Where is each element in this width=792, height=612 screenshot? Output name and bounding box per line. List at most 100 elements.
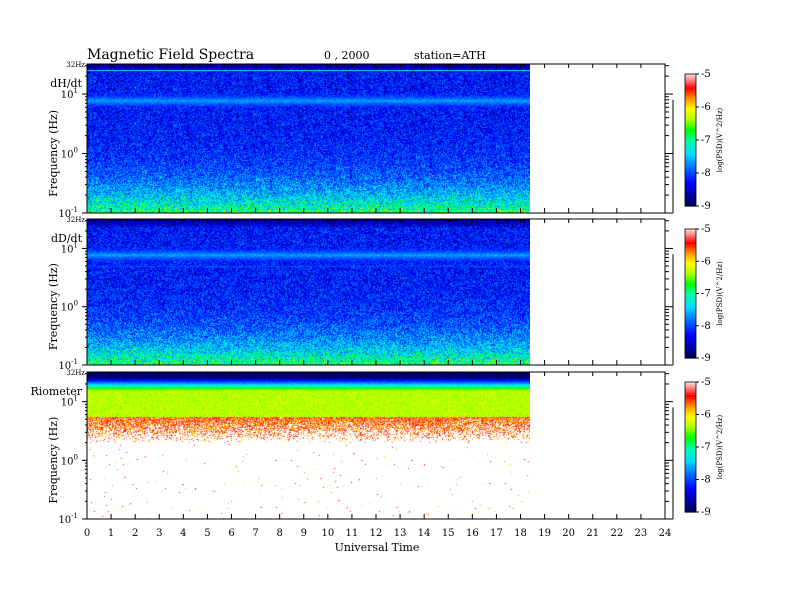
colorbar-swatch bbox=[685, 229, 696, 232]
colorbar-swatch bbox=[685, 235, 696, 239]
colorbar-label: log(PSD)(V^2/Hz) bbox=[716, 414, 724, 479]
colorbar-swatch bbox=[685, 418, 696, 422]
colorbar-swatch bbox=[685, 410, 696, 413]
colorbar-swatch bbox=[685, 256, 696, 260]
colorbar-tick-label: -8 bbox=[701, 321, 711, 332]
colorbar-swatch bbox=[685, 162, 696, 165]
y-tick-label: 100 bbox=[61, 300, 78, 314]
x-tick-label: 13 bbox=[394, 528, 407, 539]
colorbar-swatch bbox=[685, 462, 696, 465]
colorbar-swatch bbox=[685, 338, 696, 342]
colorbar-swatch bbox=[685, 327, 696, 331]
colorbar-swatch bbox=[685, 181, 696, 185]
colorbar-swatch bbox=[685, 302, 696, 305]
x-axis-label: Universal Time bbox=[335, 541, 420, 554]
y-tick-label: 10-1 bbox=[58, 358, 78, 372]
colorbar-swatch bbox=[685, 397, 696, 400]
colorbar-swatch bbox=[685, 109, 696, 112]
x-tick-label: 16 bbox=[466, 528, 479, 539]
colorbar-swatch bbox=[685, 173, 696, 176]
colorbar-swatch bbox=[685, 395, 696, 398]
colorbar-1: -5 -6 -7 -8 -9 log(PSD)(V^2/Hz) bbox=[684, 69, 724, 212]
colorbar-swatch bbox=[685, 325, 696, 329]
colorbar-swatch bbox=[685, 166, 696, 170]
colorbar-label: log(PSD)(V^2/Hz) bbox=[716, 107, 724, 172]
colorbar-tick-label: -8 bbox=[701, 168, 711, 179]
colorbar-swatch bbox=[685, 278, 696, 282]
colorbar-swatch bbox=[685, 431, 696, 435]
x-tick-label: 4 bbox=[180, 528, 186, 539]
colorbar-swatch bbox=[685, 479, 696, 483]
figure-title: Magnetic Field Spectra bbox=[87, 47, 254, 63]
colorbar-swatch bbox=[685, 241, 696, 245]
colorbar-swatch bbox=[685, 199, 696, 203]
colorbar-swatch bbox=[685, 291, 696, 295]
colorbar-swatch bbox=[685, 85, 696, 88]
colorbar-swatch bbox=[685, 421, 696, 424]
colorbar-swatch bbox=[685, 444, 696, 448]
colorbar-swatch bbox=[685, 345, 696, 348]
colorbar-swatch bbox=[685, 233, 696, 237]
colorbar-swatch bbox=[685, 323, 696, 327]
colorbar-swatch bbox=[685, 340, 696, 344]
colorbar-swatch bbox=[685, 464, 696, 468]
colorbar-swatch bbox=[685, 76, 696, 79]
colorbar-swatch bbox=[685, 159, 696, 163]
y-axis-label: Frequency (Hz) bbox=[47, 417, 60, 504]
colorbar-swatch bbox=[685, 100, 696, 104]
y-tick-label: 101 bbox=[61, 241, 78, 255]
x-axis: 0 1 2 3 4 5 6 7 8 9 10 11 12 13 14 15 16 17 18 19 20 21 22 23 24 bbox=[84, 528, 672, 539]
colorbar-swatch bbox=[685, 96, 696, 99]
colorbar-swatch bbox=[685, 74, 696, 77]
colorbar-swatch bbox=[685, 427, 696, 431]
colorbar-swatch bbox=[685, 347, 696, 350]
colorbar-swatch bbox=[685, 113, 696, 117]
top-frequency-label: 32Hz bbox=[66, 369, 85, 377]
colorbar-swatch bbox=[685, 89, 696, 93]
colorbar-swatch bbox=[685, 481, 696, 485]
colorbar-swatch bbox=[685, 146, 696, 150]
x-tick-label: 12 bbox=[370, 528, 383, 539]
colorbar-swatch bbox=[685, 124, 696, 128]
colorbar-swatch bbox=[685, 336, 696, 340]
colorbar-swatch bbox=[685, 440, 696, 444]
colorbar-swatch bbox=[685, 330, 696, 333]
colorbar-swatch bbox=[685, 261, 696, 264]
colorbar-swatch bbox=[685, 455, 696, 459]
colorbar-swatch bbox=[685, 412, 696, 416]
colorbar-swatch bbox=[685, 401, 696, 405]
colorbar-tick-label: -6 bbox=[701, 256, 711, 267]
colorbar-swatch bbox=[685, 269, 696, 273]
y-tick-label: 10-1 bbox=[58, 512, 78, 526]
y-tick-label: 101 bbox=[61, 87, 78, 101]
date-label: 0 , 2000 bbox=[324, 49, 369, 62]
x-tick-label: 9 bbox=[301, 528, 307, 539]
colorbar-swatch bbox=[685, 164, 696, 167]
colorbar-swatch bbox=[685, 170, 696, 174]
colorbar-swatch bbox=[685, 274, 696, 277]
colorbar-tick-label: -6 bbox=[701, 102, 711, 113]
x-tick-label: 1 bbox=[108, 528, 114, 539]
colorbar-swatch bbox=[685, 388, 696, 392]
x-tick-label: 18 bbox=[514, 528, 527, 539]
colorbar-swatch bbox=[685, 306, 696, 310]
y-tick-label: 10-1 bbox=[58, 206, 78, 220]
colorbar-swatch bbox=[685, 451, 696, 455]
colorbar-tick-label: -5 bbox=[701, 224, 711, 235]
colorbar-swatch bbox=[685, 122, 696, 126]
colorbar-swatch bbox=[685, 319, 696, 323]
colorbar-swatch bbox=[685, 201, 696, 205]
colorbar-tick-label: -9 bbox=[701, 201, 711, 212]
colorbar-swatch bbox=[685, 321, 696, 325]
x-tick-label: 20 bbox=[562, 528, 575, 539]
x-tick-label: 3 bbox=[156, 528, 162, 539]
colorbar-swatch bbox=[685, 263, 696, 267]
panel-label: dH/dt bbox=[50, 77, 82, 90]
colorbar-swatch bbox=[685, 142, 696, 145]
colorbar-swatch bbox=[685, 93, 696, 97]
heatmap-3 bbox=[87, 372, 530, 519]
colorbar-swatch bbox=[685, 188, 696, 192]
colorbar-swatch bbox=[685, 423, 696, 426]
